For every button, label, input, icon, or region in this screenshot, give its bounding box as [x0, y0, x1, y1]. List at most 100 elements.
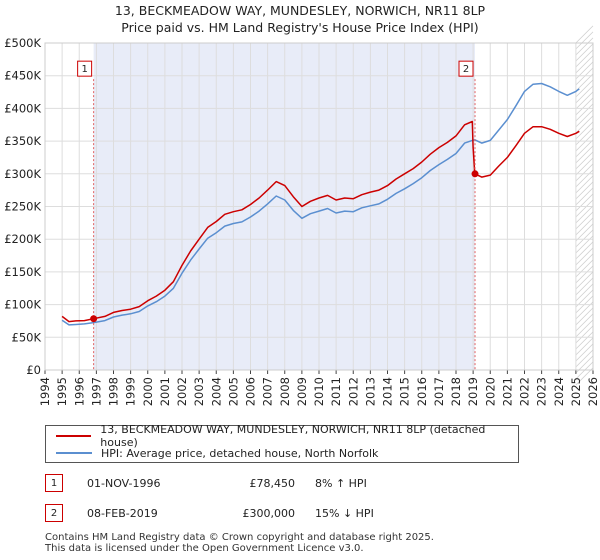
sale-marker-badge [458, 60, 474, 77]
x-tick-label: 2022 [518, 377, 532, 406]
y-tick-label: £100K [4, 298, 41, 312]
x-tick-label: 1999 [124, 377, 138, 406]
hatch-line [575, 49, 594, 68]
hatch-line [575, 259, 594, 278]
hatch-line [575, 85, 594, 104]
hatch-line [575, 187, 594, 206]
price-chart: 1 2 £0 £50K £100K £150K £200K £250K £300K £350K £… [4, 25, 600, 406]
hatch-line [575, 163, 594, 182]
x-tick-label: 2017 [432, 377, 446, 406]
x-tick-label: 2007 [261, 377, 275, 406]
y-tick-label: £300K [4, 167, 41, 181]
hatch-line [575, 217, 594, 236]
property-price-line [61, 120, 580, 323]
x-tick-label: 2015 [398, 377, 412, 406]
hatch-line [575, 37, 594, 56]
hatch-line [575, 241, 594, 260]
x-tick-label: 2023 [535, 377, 549, 406]
x-tick-label: 2013 [363, 377, 377, 406]
hatch-line [575, 313, 594, 332]
legend-entry-hpi: HPI: Average price, detached house, Nort… [56, 445, 378, 461]
footer-license: This data is licensed under the Open Gov… [45, 543, 364, 554]
future-hatch [575, 25, 594, 386]
x-tick-label: 1998 [107, 377, 121, 406]
sale-date: 08-FEB-2019 [87, 507, 158, 520]
hatch-line [575, 145, 594, 164]
hpi-line [61, 82, 580, 326]
x-tick-label: 2002 [175, 377, 189, 406]
hatch-line [575, 175, 594, 194]
hatch-line [575, 73, 594, 92]
x-tick-label: 2016 [415, 377, 429, 406]
hatch-line [575, 223, 594, 242]
chart-legend: 13, BECKMEADOW WAY, MUNDESLEY, NORWICH, … [45, 423, 519, 463]
hatch-line [575, 199, 594, 218]
sale-point [471, 170, 479, 178]
hatch-line [575, 97, 594, 116]
hatch-line [575, 253, 594, 272]
hatch-line [575, 331, 594, 350]
hatch-line [575, 337, 594, 356]
x-tick-label: 2021 [500, 377, 514, 406]
hatch-line [575, 127, 594, 146]
x-tick-label: 2005 [226, 377, 240, 406]
hatch-line [575, 265, 594, 284]
hatch-line [575, 307, 594, 326]
x-tick-label: 1994 [38, 377, 52, 406]
sale-marker-label: 1 [81, 64, 87, 75]
hatch-line [575, 91, 594, 110]
hatch-line [575, 181, 594, 200]
hatch-line [575, 115, 594, 134]
x-tick-label: 1995 [55, 377, 69, 406]
sale-price: £78,450 [249, 477, 296, 490]
x-tick-label: 2011 [329, 377, 343, 406]
hatch-line [575, 43, 594, 62]
y-tick-label: £350K [4, 134, 41, 148]
hatch-line [575, 109, 594, 128]
sale-price: £300,000 [242, 507, 296, 520]
x-tick-label: 2026 [586, 377, 600, 406]
hatch-line [575, 31, 594, 50]
sale-hpi-comparison: 8% ↑ HPI [315, 477, 367, 490]
sale-badge: 1 [45, 474, 63, 492]
hatch-line [575, 271, 594, 290]
y-tick-label: £500K [4, 36, 41, 50]
x-tick-label: 2020 [483, 377, 497, 406]
hatch-line [575, 139, 594, 158]
x-tick-label: 2025 [569, 377, 583, 406]
legend-swatch-hpi [56, 452, 92, 454]
hatch-line [575, 67, 594, 86]
footer-copyright: Contains HM Land Registry data © Crown c… [45, 532, 434, 543]
hatch-line [575, 55, 594, 74]
hatch-line [575, 151, 594, 170]
plot-frame [44, 42, 594, 371]
sale-marker-badge [77, 60, 93, 77]
sale-hpi-comparison: 15% ↓ HPI [315, 507, 374, 520]
hatch-line [575, 283, 594, 302]
chart-title-line: 13, BECKMEADOW WAY, MUNDESLEY, NORWICH, … [114, 3, 486, 18]
y-tick-label: £150K [4, 265, 41, 279]
hatch-line [575, 121, 594, 140]
hatch-line [575, 211, 594, 230]
table-row: 2 08-FEB-2019 £300,000 15% ↓ HPI [45, 504, 465, 524]
sale-date: 01-NOV-1996 [87, 477, 161, 490]
legend-label-property: 13, BECKMEADOW WAY, MUNDESLEY, NORWICH, … [100, 423, 486, 449]
x-tick-label: 2009 [295, 377, 309, 406]
x-tick-label: 1997 [89, 377, 103, 406]
hatch-line [575, 343, 594, 362]
sale-marker-label: 2 [463, 64, 469, 75]
chart-title: 13, BECKMEADOW WAY, MUNDESLEY, NORWICH, … [0, 2, 600, 36]
x-tick-label: 2004 [209, 377, 223, 406]
y-tick-label: £200K [4, 232, 41, 246]
hatch-line [575, 277, 594, 296]
x-tick-label: 2018 [449, 377, 463, 406]
hatch-line [575, 325, 594, 344]
y-tick-label: £450K [4, 69, 41, 83]
x-tick-label: 2014 [381, 377, 395, 406]
hatch-line [575, 103, 594, 122]
x-tick-label: 2000 [141, 377, 155, 406]
hatch-line [575, 247, 594, 266]
x-tick-label: 2024 [552, 377, 566, 406]
table-row: 1 01-NOV-1996 £78,450 8% ↑ HPI [45, 474, 465, 494]
hatch-line [575, 169, 594, 188]
